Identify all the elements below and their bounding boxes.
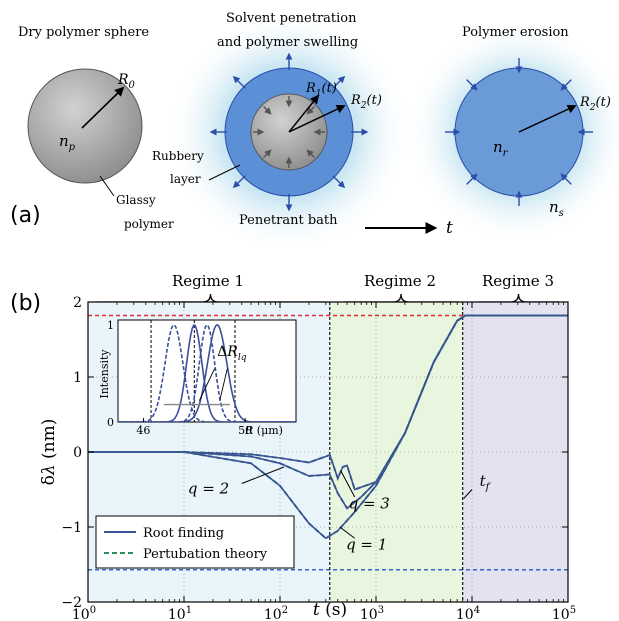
swelling-title-2: and polymer swelling bbox=[217, 35, 358, 50]
r1-label: R1(t) bbox=[305, 81, 337, 99]
inward-arrow bbox=[263, 149, 272, 158]
erosion-inward-arrow bbox=[560, 173, 572, 185]
radius-arrow-r0 bbox=[81, 86, 125, 129]
y-tick-label: −2 bbox=[61, 595, 82, 611]
r2-erosion-label: R2(t) bbox=[579, 95, 611, 113]
q3-pointer bbox=[340, 470, 356, 498]
erosion-title: Polymer erosion bbox=[462, 25, 569, 40]
curve-label: q = 2 bbox=[188, 479, 229, 497]
legend-root-label: Root finding bbox=[143, 526, 224, 541]
inset-x-tick-label: 46 bbox=[136, 424, 150, 437]
outward-arrow bbox=[332, 175, 346, 189]
delta-r-pointer-2 bbox=[219, 368, 228, 401]
r2-label: R2(t) bbox=[350, 93, 382, 111]
erosion-inward-arrow bbox=[466, 79, 478, 91]
curves bbox=[88, 314, 568, 540]
y-tick-label: 0 bbox=[73, 445, 82, 461]
inset-x-label: R (μm) bbox=[244, 424, 283, 437]
x-tick-label: 103 bbox=[360, 605, 384, 621]
x-tick-label: 105 bbox=[552, 605, 576, 621]
inset-curves bbox=[118, 323, 296, 422]
delta-r-pointer-1 bbox=[198, 368, 216, 401]
regime-3-label: Regime 3 bbox=[482, 272, 554, 290]
panel-a: (a) Dry polymer sphere R0 np Glassy poly… bbox=[10, 10, 619, 254]
root-curve-q3 bbox=[88, 314, 568, 491]
rubbery-pointer bbox=[208, 164, 241, 181]
legend-box bbox=[95, 515, 295, 569]
radius-arrow-r2 bbox=[288, 105, 346, 133]
tf-pointer bbox=[463, 489, 473, 499]
inset-root-peak-1 bbox=[118, 323, 296, 422]
legend: Root finding Pertubation theory bbox=[95, 515, 295, 569]
swelling-arrows bbox=[209, 52, 369, 212]
y-tick-label: 2 bbox=[73, 295, 82, 311]
q1-pointer bbox=[339, 526, 356, 539]
inward-arrow bbox=[306, 149, 315, 158]
x-tick-label: 101 bbox=[168, 605, 192, 621]
inset-y-tick-label: 1 bbox=[107, 319, 114, 332]
erosion-arrows bbox=[445, 58, 593, 206]
x-axis-label: t (s) bbox=[313, 600, 347, 620]
outward-arrow bbox=[232, 75, 246, 89]
penetrant-bath-label: Penetrant bath bbox=[239, 213, 338, 228]
outward-arrow bbox=[232, 175, 246, 189]
time-label: t bbox=[446, 218, 453, 238]
inward-arrow bbox=[306, 106, 315, 115]
regime-1-label: Regime 1 bbox=[172, 272, 244, 290]
swelling-title-1: Solvent penetration bbox=[226, 11, 357, 26]
glassy-label-2: polymer bbox=[124, 217, 174, 231]
np-label: np bbox=[59, 132, 76, 153]
nr-label: nr bbox=[493, 138, 509, 159]
x-tick-label: 102 bbox=[264, 605, 288, 621]
q2-pointer bbox=[241, 466, 285, 484]
tf-label: tf bbox=[480, 472, 492, 493]
inset-y-tick-label: 0 bbox=[107, 416, 114, 429]
panel-a-label: (a) bbox=[10, 203, 41, 228]
panel-b-label: (b) bbox=[10, 291, 41, 316]
ns-label: ns bbox=[549, 198, 564, 219]
y-axis-label: δλ (nm) bbox=[39, 419, 59, 486]
glassy-label-1: Glassy bbox=[116, 193, 156, 207]
outward-arrow bbox=[332, 75, 346, 89]
erosion-inward-arrow bbox=[466, 173, 478, 185]
panel-b: (b) Regime 1 Regime 2 Regime 3 q = 3 q = … bbox=[10, 272, 576, 621]
glassy-pointer bbox=[99, 175, 115, 197]
regime-2-label: Regime 2 bbox=[364, 272, 436, 290]
radius-arrow-r2-erosion bbox=[518, 104, 577, 133]
x-tick-label: 104 bbox=[456, 605, 480, 621]
r0-label: R0 bbox=[117, 72, 136, 91]
inset-root-peak-2 bbox=[118, 324, 296, 422]
radius-arrow-r1 bbox=[288, 94, 320, 133]
rubbery-label-1: Rubbery bbox=[152, 149, 204, 163]
inset-x-tick-label: 50 bbox=[238, 424, 252, 437]
x-tick-label: 100 bbox=[72, 605, 96, 621]
inset-y-label: Intensity bbox=[98, 349, 111, 399]
dry-sphere-title: Dry polymer sphere bbox=[18, 25, 149, 40]
inward-arrow bbox=[263, 106, 272, 115]
rubbery-label-2: layer bbox=[170, 172, 201, 186]
inset-plot: ΔRlq 46 50 0 1 R (μm) Intensity bbox=[98, 319, 297, 437]
delta-r-label: ΔRlq bbox=[217, 344, 247, 363]
curve-label: q = 1 bbox=[346, 536, 387, 554]
legend-pert-label: Pertubation theory bbox=[143, 547, 268, 562]
y-tick-label: −1 bbox=[61, 520, 82, 536]
erosion-inward-arrow bbox=[560, 79, 572, 91]
y-tick-label: 1 bbox=[73, 370, 82, 386]
curve-label: q = 3 bbox=[349, 494, 390, 512]
